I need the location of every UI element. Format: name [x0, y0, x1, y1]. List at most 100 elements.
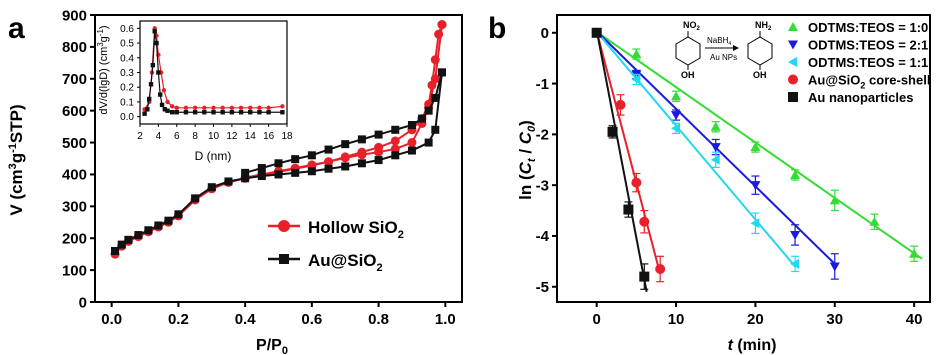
panel-b-fit-line	[595, 31, 796, 268]
panel-b-data-point	[639, 216, 650, 227]
panel-a-data-point	[391, 151, 400, 160]
inset-data-point	[165, 99, 170, 105]
panel-a-data-point	[341, 162, 350, 171]
legend-au-sio2-marker	[279, 254, 289, 264]
panel-a-data-point	[154, 221, 163, 230]
inset-y-tick-label: 0.1	[120, 97, 134, 108]
panel-b-data-point	[909, 248, 920, 258]
panel-b: b 0 10 20 30 40 0 -1 -2 -3 -4 -5 ln (Ct / C0) t (m…	[488, 12, 931, 354]
panel-b-y-tick-label: -4	[536, 228, 550, 245]
legend-au-sio2-label: Au@SiO2	[308, 251, 383, 274]
inset-data-point	[192, 105, 198, 111]
inset-data-point	[154, 40, 159, 46]
inset-data-point	[248, 110, 253, 115]
panel-b-data-point	[790, 230, 801, 240]
inset-data-point	[202, 105, 207, 111]
panel-a-data-point	[274, 159, 283, 168]
panel-b-x-tick-label: 20	[747, 311, 764, 328]
panel-a-y-tick-label: 600	[62, 103, 87, 120]
inset-data-point	[211, 110, 216, 115]
scheme-no2-label: NO2	[683, 20, 701, 32]
panel-b-data-point	[671, 111, 682, 121]
panel-b-data-point	[790, 258, 800, 269]
inset-data-point	[183, 105, 189, 111]
panel-b-fit-line	[595, 31, 662, 275]
inset-x-tick-label: 4	[156, 131, 162, 142]
inset-axes: 2 4 6 8 10 12 14 16 18 0.0 0.1 0.2 0.3 0.4 0.5 0.6	[120, 20, 293, 142]
panel-b-x-tick-label: 30	[826, 311, 843, 328]
inset-data-point	[159, 102, 165, 108]
panel-b-legend-marker	[788, 57, 797, 67]
inset-x-tick-label: 18	[281, 131, 293, 142]
panel-a: a 0.0 0.2 0.4 0.6 0.8 1.0 0 100 200 300 400 500 600 7…	[7, 7, 463, 355]
panel-b-data-point	[750, 218, 760, 229]
inset-x-tick-label: 12	[226, 131, 238, 142]
inset-data-point	[280, 104, 285, 109]
panel-b-axes: 0 10 20 30 40 0 -1 -2 -3 -4 -5	[536, 14, 931, 328]
panel-a-data-point	[374, 130, 383, 139]
panel-b-data-point	[607, 126, 618, 137]
panel-a-data-point	[144, 226, 153, 235]
panel-b-legend-marker	[788, 22, 798, 31]
panel-a-data-point	[291, 168, 300, 177]
panel-a-x-tick-label: 0.0	[101, 311, 122, 328]
panel-a-x-tick-label: 0.6	[301, 311, 322, 328]
inset-data-point	[229, 110, 235, 115]
panel-a-data-point	[324, 145, 333, 154]
panel-b-legend-label: ODTMS:TEOS = 2:1	[808, 38, 928, 53]
panel-a-data-point	[407, 121, 416, 130]
panel-a-data-point	[307, 167, 316, 176]
panel-a-x-tick-label: 0.4	[235, 311, 257, 328]
panel-a-data-point	[430, 74, 440, 84]
inset-x-tick-label: 10	[208, 131, 220, 142]
reaction-scheme: NO2 OH NaBH4 Au NPs NH2 OH	[675, 20, 773, 80]
panel-a-data-point	[174, 210, 183, 219]
panel-a-data-point	[111, 246, 120, 255]
inset-data-point	[148, 82, 154, 87]
scheme-oh-label-left: OH	[681, 70, 695, 80]
panel-a-y-tick-label: 500	[62, 135, 87, 152]
panel-a-data-point	[390, 136, 400, 146]
panel-a-y-tick-label: 700	[62, 71, 87, 88]
panel-a-series	[110, 20, 447, 259]
panel-b-y-tick-label: -5	[536, 279, 549, 296]
panel-a-data-point	[274, 170, 283, 179]
panel-a-data-point	[390, 144, 400, 154]
inset-data-point	[280, 110, 285, 115]
panel-b-data-point	[631, 74, 641, 85]
scheme-nh2-label: NH2	[755, 20, 772, 32]
panel-b-data-point	[869, 216, 880, 226]
panel-b-legend: ODTMS:TEOS = 1:0 ODTMS:TEOS = 2:1 ODTMS:TE…	[788, 20, 930, 105]
inset-data-point	[162, 107, 168, 112]
legend-hollow-marker	[278, 220, 290, 232]
panel-a-x-tick-label: 1.0	[435, 311, 456, 328]
inset-data-point	[238, 110, 244, 115]
panel-b-legend-label: Au@SiO2 core-shell	[808, 73, 930, 91]
inset-data-point	[229, 105, 235, 111]
panel-a-letter: a	[8, 12, 25, 45]
panel-b-data-point	[710, 121, 721, 131]
inset-y-tick-label: 0.0	[120, 112, 134, 123]
panel-b-data-point	[655, 263, 666, 274]
panel-a-data-point	[257, 172, 266, 181]
panel-a-legend: Hollow SiO2 Au@SiO2	[268, 218, 404, 274]
inset-x-axis-label: D (nm)	[195, 149, 232, 163]
panel-a-data-point	[424, 106, 433, 115]
panel-b-y-axis-label: ln (Ct / C0)	[516, 120, 538, 200]
panel-a-data-point	[437, 20, 447, 30]
inset-y-tick-label: 0.4	[120, 53, 134, 64]
panel-a-frame	[94, 14, 463, 303]
inset-data-point	[158, 92, 163, 97]
inset-data-point	[169, 110, 175, 115]
inset-data-point	[220, 110, 225, 115]
inset-y-tick-label: 0.5	[120, 39, 134, 50]
panel-a-data-point	[257, 164, 266, 173]
inset-data-point	[248, 105, 253, 111]
panel-b-y-tick-label: 0	[541, 25, 549, 42]
inset-data-point	[145, 107, 150, 112]
panel-a-inset: 2 4 6 8 10 12 14 16 18 0.0 0.1 0.2 0.3 0.4 0.5 0.6 dV/d…	[96, 20, 293, 163]
panel-b-y-tick-label: -3	[536, 177, 549, 194]
panel-a-data-point	[424, 138, 433, 147]
panel-a-data-point	[191, 194, 200, 203]
panel-a-data-point	[291, 155, 300, 164]
